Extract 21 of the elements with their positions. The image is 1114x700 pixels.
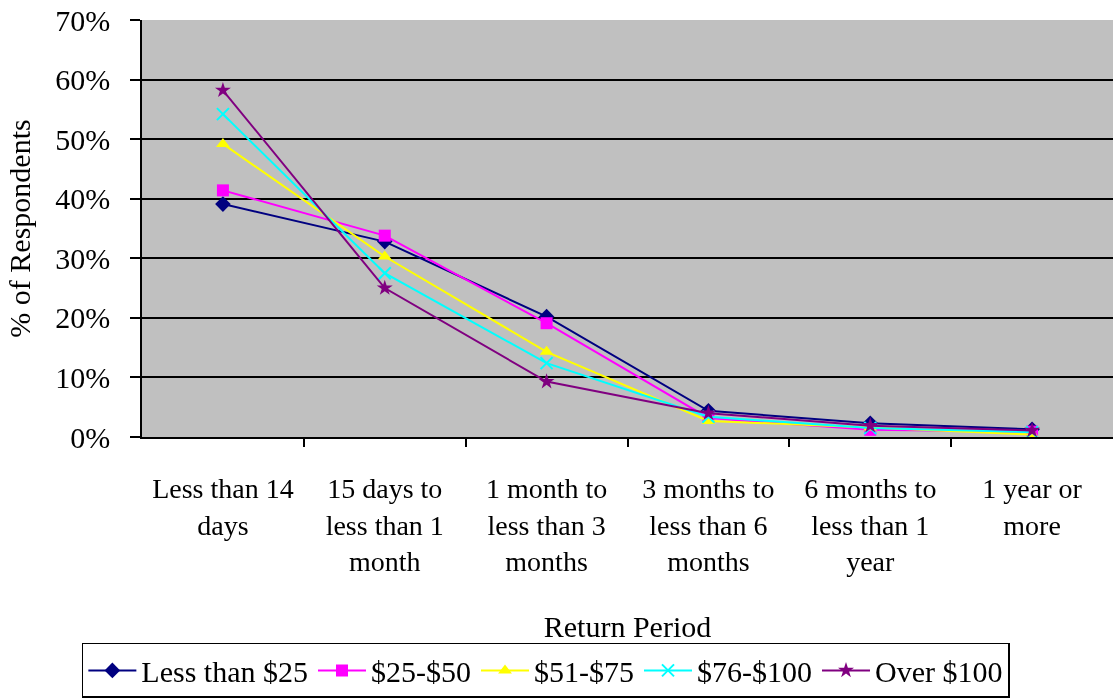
x-axis-title: Return Period (543, 609, 712, 643)
y-tick-label: 0% (70, 420, 111, 454)
x-tick-label: 6 months to less than 1 year (804, 473, 937, 578)
y-tick-label: 60% (55, 63, 111, 97)
x-tick-label: 15 days to less than 1 month (325, 473, 444, 578)
y-axis-title: % of Respondents (2, 119, 36, 338)
legend-label: Less than $25 (141, 655, 308, 689)
y-tick-label: 20% (55, 301, 111, 335)
x-tick-label: 3 months to less than 6 months (642, 473, 775, 578)
y-tick-label: 70% (55, 3, 111, 37)
x-tick-label: 1 month to less than 3 months (485, 473, 608, 578)
y-tick-label: 40% (55, 182, 111, 216)
x-tick-label: Less than 14 days (152, 473, 294, 541)
y-tick-label: 10% (55, 360, 111, 394)
y-tick-label: 50% (55, 122, 111, 156)
y-tick-label: 30% (55, 241, 111, 275)
legend-label: $51-$75 (534, 655, 634, 689)
x-tick-label: 1 year or more (982, 473, 1083, 541)
legend-label: $76-$100 (697, 655, 812, 689)
legend-label: $25-$50 (371, 655, 471, 689)
legend-label: Over $100 (875, 655, 1003, 689)
